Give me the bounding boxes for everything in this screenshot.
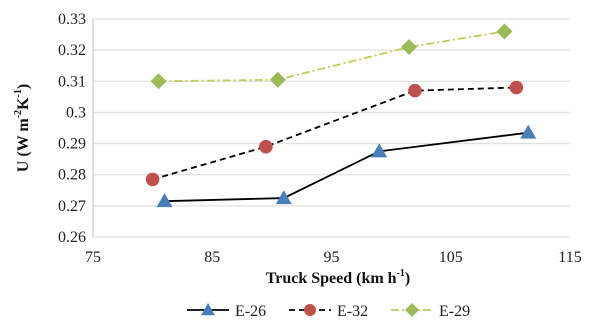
legend-label-e-29: E-29 xyxy=(439,303,470,320)
y-axis-title-sup2: -1 xyxy=(13,89,24,97)
series-lines xyxy=(152,30,529,203)
data-point-e-32 xyxy=(408,83,422,98)
x-tick-label: 75 xyxy=(85,249,101,266)
y-tick-label: 0.28 xyxy=(58,167,86,184)
y-axis-title: U (W m-2K-1) xyxy=(13,84,32,172)
y-axis-title-sup1: -2 xyxy=(13,110,24,118)
y-axis-title-main: U (W m xyxy=(15,118,32,173)
y-tick-label: 0.29 xyxy=(58,136,86,153)
x-axis-title-main: Truck Speed (km h xyxy=(266,270,397,287)
data-point-e-26 xyxy=(156,193,173,208)
y-tick-label: 0.26 xyxy=(58,229,86,246)
y-axis-title-end: ) xyxy=(15,84,32,89)
series-line-e-32 xyxy=(152,86,517,181)
legend-label-e-26: E-26 xyxy=(235,303,266,320)
legend-marker-e-32 xyxy=(304,304,316,316)
series-line-e-26 xyxy=(164,131,529,203)
data-point-e-29 xyxy=(401,39,418,56)
data-point-e-32 xyxy=(509,80,524,95)
data-point-e-29 xyxy=(150,73,167,90)
x-tick-label: 115 xyxy=(558,249,581,266)
data-point-e-26 xyxy=(371,143,388,158)
y-tick-labels: 0.26 0.27 0.28 0.29 0.3 0.31 0.32 0.33 xyxy=(58,11,86,246)
data-point-e-32 xyxy=(259,139,273,154)
series-line-e-29 xyxy=(158,30,505,83)
x-tick-label: 95 xyxy=(324,249,340,266)
y-tick-label: 0.31 xyxy=(58,73,86,90)
y-tick-label: 0.27 xyxy=(58,198,86,215)
data-point-e-26 xyxy=(520,124,537,139)
y-axis-title-mid: K xyxy=(15,97,32,110)
legend-marker-e-26 xyxy=(201,303,215,316)
data-point-e-32 xyxy=(145,172,160,187)
x-axis-title-sup: -1 xyxy=(397,268,405,279)
series-markers xyxy=(145,23,537,208)
legend-label-e-32: E-32 xyxy=(337,303,368,320)
y-tick-label: 0.33 xyxy=(58,11,86,28)
x-tick-label: 85 xyxy=(204,249,220,266)
y-tick-label: 0.3 xyxy=(66,104,86,121)
legend: E-26 E-32 E-29 xyxy=(187,303,470,320)
data-point-e-29 xyxy=(269,71,286,88)
x-axis-title: Truck Speed (km h-1) xyxy=(266,268,411,287)
x-axis-title-end: ) xyxy=(405,270,410,287)
data-point-e-26 xyxy=(275,190,292,205)
x-tick-label: 105 xyxy=(439,249,463,266)
data-point-e-29 xyxy=(496,23,513,40)
y-tick-label: 0.32 xyxy=(58,42,86,59)
legend-marker-e-29 xyxy=(405,303,419,317)
x-tick-labels: 75 85 95 105 115 xyxy=(85,249,582,266)
